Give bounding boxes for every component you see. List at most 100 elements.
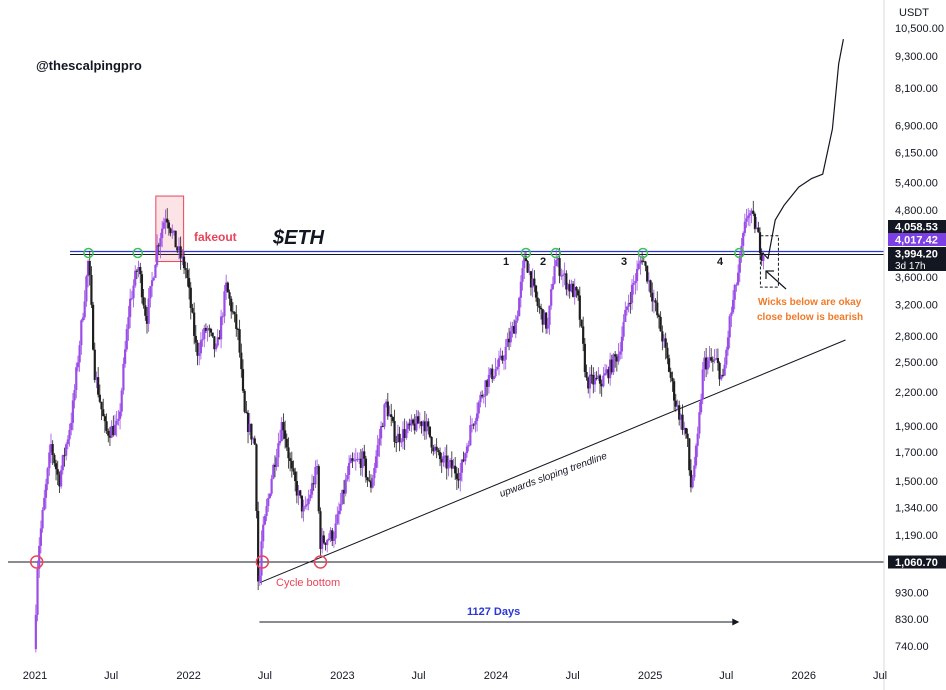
candle-body <box>179 246 182 259</box>
candle-body <box>657 315 661 317</box>
support-touch-circle <box>29 555 44 569</box>
candle-body <box>88 261 91 276</box>
fakeout-label: fakeout <box>194 230 237 244</box>
candle-body <box>322 535 325 543</box>
candle-body <box>526 261 529 273</box>
candle-body <box>513 325 516 334</box>
candle-body <box>184 268 187 270</box>
candle-body <box>248 423 251 432</box>
candle-body <box>708 357 711 361</box>
candle-body <box>602 375 605 387</box>
candle-body <box>428 426 432 437</box>
candle-body <box>696 433 699 446</box>
price-tag-label: 4,058.53 <box>895 222 938 234</box>
candle-body <box>376 445 379 457</box>
candle-body <box>351 458 354 461</box>
candle-body <box>250 423 253 440</box>
candle-body <box>592 374 595 385</box>
candle-body <box>75 367 78 390</box>
candle-body <box>533 278 536 286</box>
candle-body <box>162 222 165 229</box>
y-tick-label: 930.00 <box>895 588 929 600</box>
candle-body <box>398 433 401 443</box>
candle-body <box>331 530 334 541</box>
candle-body <box>715 358 718 360</box>
candle-body <box>225 282 228 292</box>
candle-body <box>610 359 613 373</box>
candle-body <box>481 394 484 397</box>
candle-body <box>120 390 123 412</box>
x-tick-label: Jul <box>719 670 733 682</box>
candle-body <box>619 351 622 355</box>
candle-body <box>191 308 194 313</box>
candle-body <box>155 245 159 266</box>
cycle-bottom-circle <box>313 555 328 569</box>
candle-body <box>716 358 720 363</box>
candle-body <box>174 230 177 248</box>
candle-body <box>752 210 755 214</box>
candle-body <box>413 423 416 431</box>
candle-body <box>130 298 133 300</box>
candle-body <box>206 328 209 331</box>
candle-body <box>127 317 130 330</box>
test-circle <box>83 247 94 259</box>
candle-body <box>550 289 553 306</box>
candle-body <box>467 445 470 447</box>
candle-body <box>415 416 418 431</box>
candle-body <box>676 405 679 407</box>
candle-body <box>92 304 95 350</box>
candle-body <box>686 433 689 439</box>
candle-body <box>740 245 743 256</box>
candle-body <box>516 316 519 321</box>
candle-body <box>228 292 231 299</box>
candle-body <box>95 377 98 380</box>
candle-body <box>738 255 741 273</box>
candle-body <box>201 339 204 341</box>
candle-body <box>585 371 588 378</box>
y-tick-label: 1,340.00 <box>895 503 938 515</box>
candle-body <box>693 465 696 478</box>
candle-body <box>176 247 179 251</box>
candle-body <box>235 314 238 329</box>
candle-body <box>396 433 400 443</box>
candle-body <box>762 255 765 261</box>
candle-body <box>622 322 625 337</box>
candle-body <box>405 429 408 438</box>
candle-body <box>489 368 492 375</box>
candle-body <box>556 258 560 261</box>
candle-body <box>457 478 460 481</box>
candle-body <box>391 417 394 421</box>
candle-body <box>725 349 728 365</box>
candle-body <box>637 263 640 270</box>
candle-body <box>157 245 160 247</box>
candle-body <box>161 228 164 239</box>
candle-body <box>81 317 85 321</box>
candle-body <box>154 265 157 278</box>
y-tick-label: 2,800.00 <box>895 331 938 343</box>
candle-body <box>150 280 154 287</box>
candle-body <box>78 345 81 363</box>
candle-body <box>568 284 571 292</box>
candle-body <box>673 381 676 401</box>
candle-body <box>312 483 315 485</box>
candle-body <box>642 261 645 263</box>
candle-body <box>388 414 391 417</box>
candle-body <box>445 455 448 469</box>
candle-body <box>272 464 275 479</box>
candle-body <box>420 421 423 427</box>
candle-body <box>142 297 145 306</box>
candle-body <box>612 354 615 373</box>
candle-body <box>240 352 243 370</box>
candle-body <box>366 477 369 481</box>
candle-body <box>258 575 261 582</box>
watermark-handle: @thescalpingpro <box>36 58 142 73</box>
candle-body <box>115 420 118 425</box>
y-tick-label: 2,200.00 <box>895 387 938 399</box>
candle-body <box>760 252 763 261</box>
candle-body <box>315 466 319 468</box>
candle-body <box>710 357 713 361</box>
x-tick-label: Jul <box>104 670 118 682</box>
candle-body <box>430 436 433 448</box>
y-tick-label: 4,800.00 <box>895 205 938 217</box>
